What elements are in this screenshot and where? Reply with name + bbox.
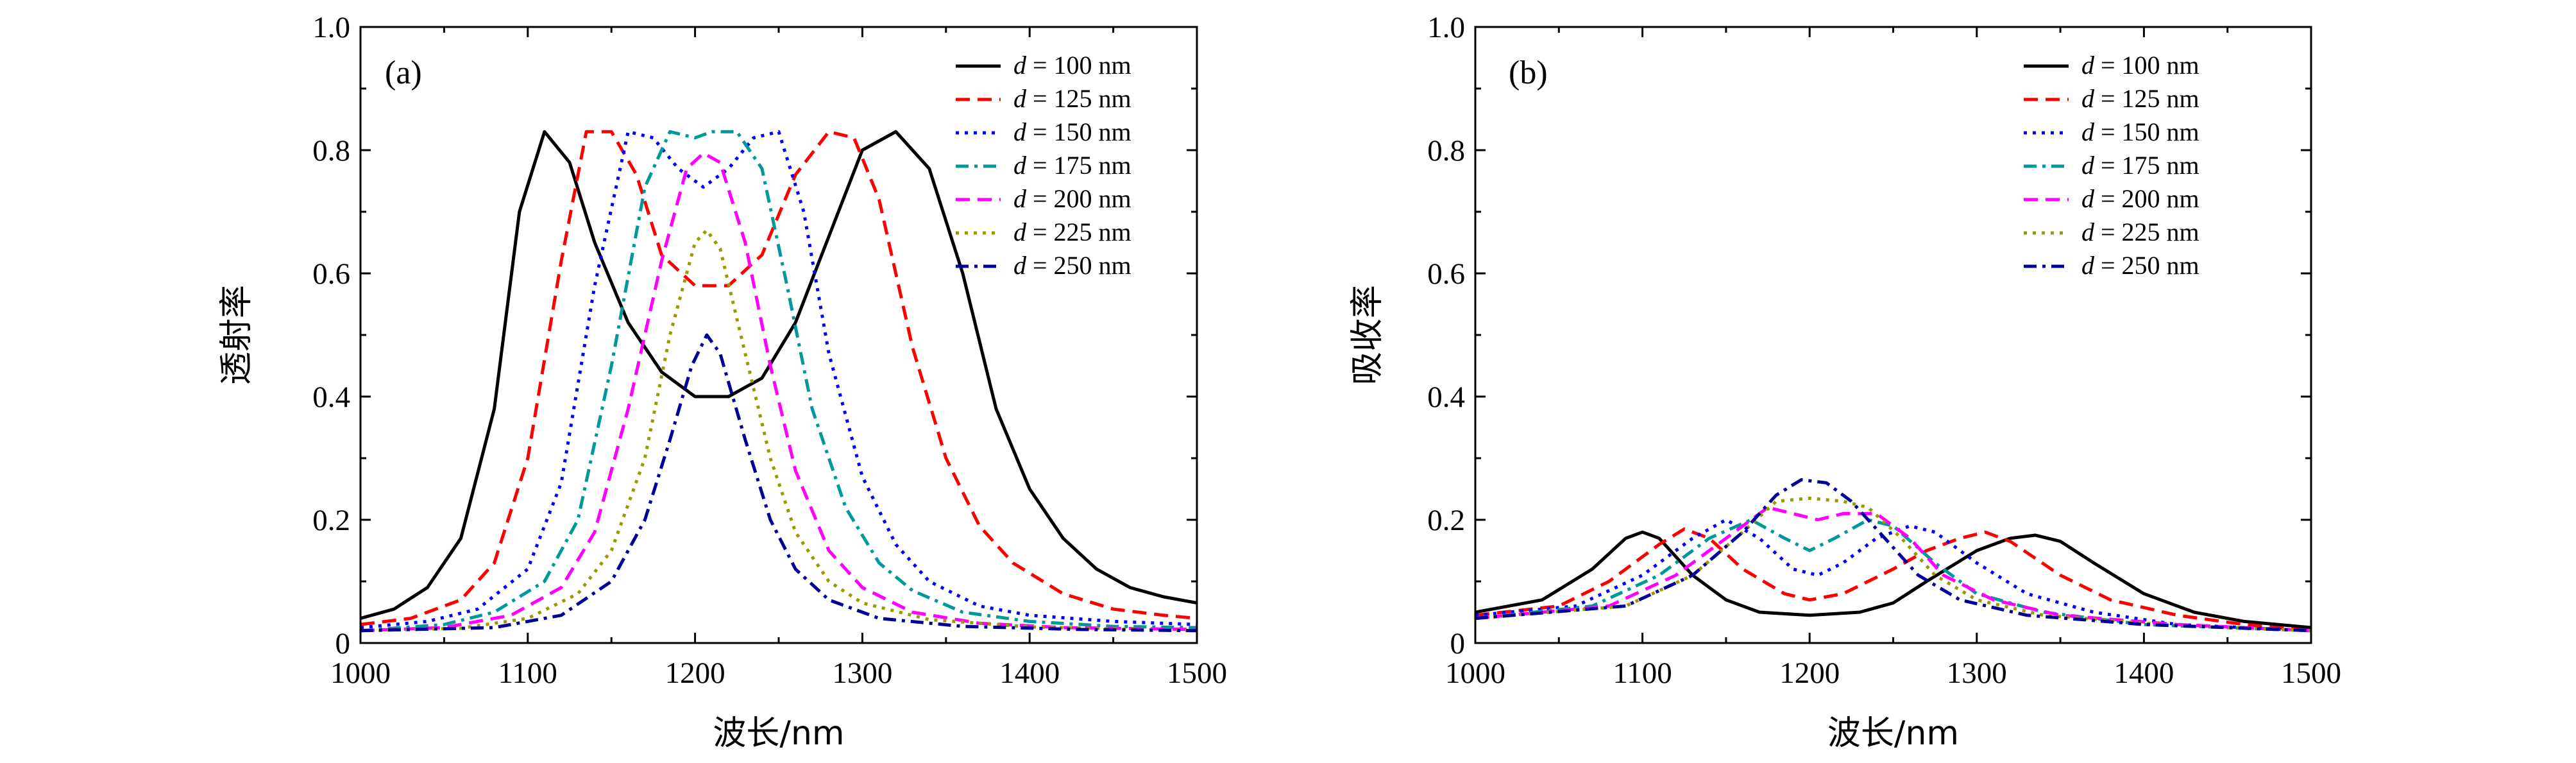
y-tick-label: 0 <box>1450 627 1466 660</box>
x-tick-label: 1100 <box>1613 656 1672 690</box>
legend-variable: d <box>1013 51 1027 80</box>
series-line-4 <box>1475 518 2311 633</box>
series-line-5 <box>360 151 1197 633</box>
y-tick-label: 0.6 <box>1427 257 1465 291</box>
series-line-5 <box>1475 506 2311 633</box>
legend-label: d = 175 nm <box>2081 151 2199 180</box>
legend-variable: d <box>1013 151 1027 180</box>
series-line-6 <box>1475 496 2311 633</box>
x-tick-label: 1400 <box>999 656 1060 690</box>
legend-label: d = 250 nm <box>1013 251 1131 280</box>
legend-variable: d <box>1013 218 1027 246</box>
legend-value: = 100 nm <box>2094 51 2199 80</box>
legend-variable: d <box>2081 251 2095 280</box>
x-tick-label: 1300 <box>832 656 892 690</box>
x-tick-label: 1000 <box>330 656 391 690</box>
x-tick-label: 1000 <box>1445 656 1505 690</box>
legend-variable: d <box>1013 84 1027 113</box>
y-tick-label: 0.4 <box>312 381 350 414</box>
legend-value: = 250 nm <box>2094 251 2199 280</box>
x-tick-label: 1100 <box>498 656 557 690</box>
legend-variable: d <box>1013 117 1027 146</box>
y-tick-label: 0.8 <box>312 134 350 167</box>
series-line-6 <box>360 228 1197 633</box>
x-tick-label: 1200 <box>665 656 725 690</box>
y-tick-label: 0.4 <box>1427 381 1465 414</box>
legend-variable: d <box>2081 51 2095 80</box>
legend-value: = 100 nm <box>1026 51 1131 80</box>
legend-variable: d <box>2081 218 2095 246</box>
y-axis-title: 吸收率 <box>1348 285 1387 385</box>
series-line-2 <box>1475 527 2311 633</box>
legend-value: = 125 nm <box>2094 84 2199 113</box>
legend-value: = 200 nm <box>2094 184 2199 213</box>
y-tick-label: 0.6 <box>312 257 350 291</box>
series-line-3 <box>1475 518 2311 633</box>
legend-value: = 150 nm <box>2094 117 2199 146</box>
chart-panel-b: 1000 1100 1200 1300 1400 1500 0 0.2 0.4 0.6 0.8 1.0… <box>1348 11 2341 753</box>
legend-label: d = 150 nm <box>1013 117 1131 146</box>
panel-label: (a) <box>385 55 422 91</box>
series-line-1 <box>1475 530 2311 630</box>
x-tick-label: 1400 <box>2114 656 2174 690</box>
x-axis-title: 波长/nm <box>713 714 844 753</box>
legend: d = 100 nmd = 125 nmd = 150 nmd = 175 nm… <box>956 51 1131 280</box>
series-line-7 <box>360 333 1197 633</box>
x-axis-title: 波长/nm <box>1827 714 1959 753</box>
legend-label: d = 100 nm <box>1013 51 1131 80</box>
legend-value: = 200 nm <box>1026 184 1131 213</box>
legend-value: = 225 nm <box>2094 218 2199 246</box>
legend-variable: d <box>2081 151 2095 180</box>
x-tick-label: 1500 <box>2281 656 2341 690</box>
legend-label: d = 125 nm <box>1013 84 1131 113</box>
x-tick-label: 1500 <box>1167 656 1227 690</box>
y-axis-title: 透射率 <box>217 285 256 385</box>
y-tick-label: 0.2 <box>1427 504 1465 537</box>
legend-variable: d <box>2081 84 2095 113</box>
legend-label: d = 125 nm <box>2081 84 2199 113</box>
legend-variable: d <box>1013 184 1027 213</box>
legend-value: = 150 nm <box>1026 117 1131 146</box>
x-tick-label: 1200 <box>1779 656 1840 690</box>
chart-panel-a: 1000 1100 1200 1300 1400 1500 0 0.2 0.4 0.6 0.8 1.0… <box>217 11 1227 753</box>
y-tick-label: 1.0 <box>1427 11 1465 44</box>
legend: d = 100 nmd = 125 nmd = 150 nmd = 175 nm… <box>2024 51 2199 280</box>
y-tick-label: 0.2 <box>312 504 350 537</box>
legend-label: d = 200 nm <box>1013 184 1131 213</box>
legend-label: d = 225 nm <box>1013 218 1131 246</box>
legend-value: = 175 nm <box>1026 151 1131 180</box>
legend-label: d = 175 nm <box>1013 151 1131 180</box>
legend-label: d = 200 nm <box>2081 184 2199 213</box>
legend-value: = 225 nm <box>1026 218 1131 246</box>
y-tick-label: 1.0 <box>312 11 350 44</box>
legend-variable: d <box>2081 184 2095 213</box>
legend-label: d = 100 nm <box>2081 51 2199 80</box>
legend-value: = 125 nm <box>1026 84 1131 113</box>
series-line-2 <box>360 130 1197 626</box>
y-tick-label: 0.8 <box>1427 134 1465 167</box>
legend-variable: d <box>1013 251 1027 280</box>
legend-label: d = 150 nm <box>2081 117 2199 146</box>
legend-value: = 175 nm <box>2094 151 2199 180</box>
y-tick-label: 0 <box>335 627 351 660</box>
series-line-1 <box>360 130 1197 621</box>
series-line-4 <box>360 130 1197 633</box>
panel-label: (b) <box>1509 55 1548 91</box>
legend-variable: d <box>2081 117 2095 146</box>
legend-label: d = 225 nm <box>2081 218 2199 246</box>
legend-value: = 250 nm <box>1026 251 1131 280</box>
legend-label: d = 250 nm <box>2081 251 2199 280</box>
x-tick-label: 1300 <box>1947 656 2007 690</box>
